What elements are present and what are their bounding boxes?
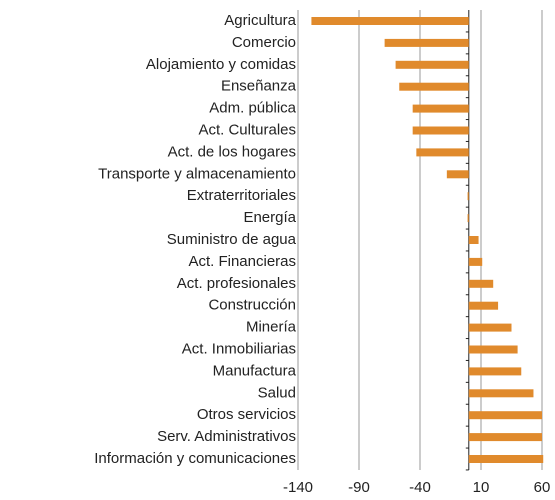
y-tick-label: Energía bbox=[243, 209, 296, 226]
y-tick-label: Alojamiento y comidas bbox=[146, 56, 296, 73]
x-tick-label: 10 bbox=[473, 479, 490, 496]
y-tick-label: Agricultura bbox=[224, 12, 296, 29]
x-tick-label: -40 bbox=[409, 479, 431, 496]
y-tick-label: Otros servicios bbox=[197, 406, 296, 423]
y-tick-label: Act. de los hogares bbox=[168, 143, 296, 160]
y-tick-label: Act. profesionales bbox=[177, 275, 296, 292]
bar bbox=[311, 17, 469, 25]
bar bbox=[468, 345, 518, 354]
y-tick-label: Transporte y almacenamiento bbox=[98, 165, 296, 182]
x-tick-label: -140 bbox=[283, 479, 313, 496]
bar bbox=[467, 192, 469, 201]
bar bbox=[468, 323, 512, 332]
bar bbox=[446, 170, 469, 179]
bar bbox=[468, 433, 542, 442]
bar bbox=[468, 236, 479, 244]
y-tick-label: Información y comunicaciones bbox=[94, 450, 296, 467]
bar bbox=[468, 411, 542, 420]
bar bbox=[416, 148, 469, 157]
y-tick-label: Suministro de agua bbox=[167, 231, 297, 248]
bar bbox=[468, 367, 522, 376]
y-tick-label: Enseñanza bbox=[221, 78, 297, 95]
bar bbox=[467, 214, 469, 223]
x-tick-label: 60 bbox=[534, 479, 551, 496]
y-tick-label: Act. Culturales bbox=[198, 121, 296, 138]
y-tick-label: Salud bbox=[258, 384, 296, 401]
y-tick-label: Construcción bbox=[208, 297, 296, 314]
bar bbox=[399, 82, 469, 91]
x-tick-label: -90 bbox=[348, 479, 370, 496]
bar bbox=[412, 126, 469, 135]
y-tick-label: Manufactura bbox=[213, 362, 297, 379]
y-tick-label: Act. Financieras bbox=[188, 253, 296, 270]
bar bbox=[395, 60, 469, 69]
bar bbox=[468, 279, 494, 288]
y-tick-label: Extraterritoriales bbox=[187, 187, 296, 204]
y-tick-label: Comercio bbox=[232, 34, 296, 51]
y-tick-label: Act. Inmobiliarias bbox=[182, 340, 296, 357]
y-tick-label: Serv. Administrativos bbox=[157, 428, 296, 445]
y-tick-label: Adm. pública bbox=[209, 100, 296, 117]
bar bbox=[468, 257, 483, 266]
bar bbox=[412, 104, 469, 113]
y-tick-label: Minería bbox=[246, 319, 297, 336]
bar bbox=[384, 38, 469, 47]
bar bbox=[468, 301, 499, 310]
bar bbox=[468, 455, 544, 463]
bar bbox=[468, 389, 534, 398]
